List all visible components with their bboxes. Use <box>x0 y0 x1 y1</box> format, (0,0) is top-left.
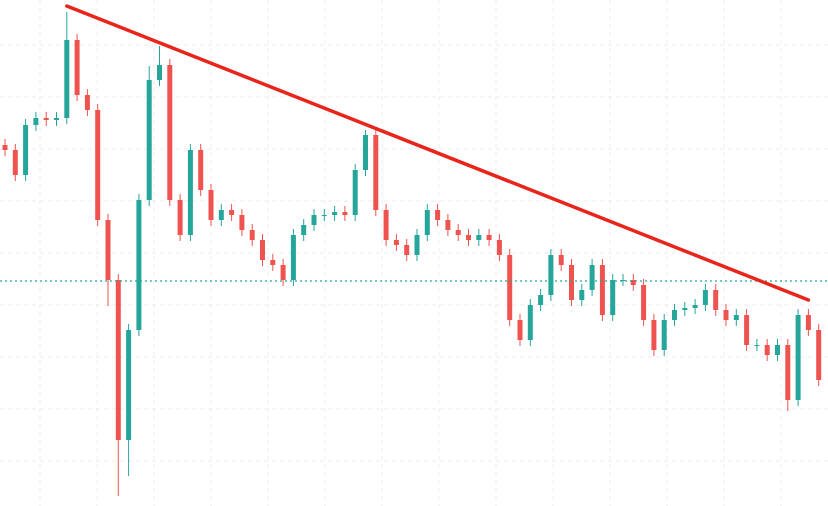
candle-body <box>342 212 348 215</box>
candle-body <box>775 345 780 355</box>
candle-body <box>321 215 327 216</box>
candle-body <box>64 40 70 118</box>
candle-body <box>54 118 59 120</box>
candle-body <box>682 308 688 310</box>
candle-body <box>692 305 698 308</box>
candle-body <box>620 280 626 281</box>
candle-body <box>332 212 338 215</box>
candle-body <box>290 235 296 280</box>
candle-body <box>455 230 461 235</box>
candle-body <box>672 310 677 320</box>
candle-body <box>630 280 636 285</box>
candle-body <box>445 220 451 230</box>
candle-body <box>74 40 80 95</box>
candle-body <box>239 215 245 230</box>
candle-body <box>393 240 399 245</box>
candle-body <box>424 210 430 235</box>
candle-body <box>754 345 760 346</box>
candle-body <box>589 265 595 290</box>
candle-body <box>435 210 441 220</box>
candle-body <box>12 150 18 175</box>
candle-body <box>785 345 791 400</box>
candle-body <box>363 135 368 170</box>
candle-body <box>43 118 49 120</box>
candle-body <box>136 200 142 330</box>
candle-body <box>167 65 173 200</box>
candle-body <box>486 235 492 240</box>
candle-body <box>311 215 317 225</box>
candle-body <box>373 135 379 210</box>
candle-body <box>496 240 502 255</box>
candle-body <box>805 315 811 330</box>
candle-body <box>548 255 554 295</box>
candle-body <box>23 125 29 175</box>
candle-body <box>95 110 101 220</box>
trendline <box>65 4 811 302</box>
candle-body <box>476 235 482 240</box>
candle-body <box>641 285 647 320</box>
candle-body <box>105 220 111 280</box>
candle-body <box>404 245 410 255</box>
candle-body <box>723 310 729 320</box>
candle-body <box>2 145 8 150</box>
candle-body <box>507 255 513 320</box>
candle-body <box>301 225 307 235</box>
candle-body <box>713 290 719 310</box>
candle-body <box>198 150 204 190</box>
candle-body <box>84 95 90 110</box>
candle-body <box>816 330 822 380</box>
candle-body <box>270 260 276 265</box>
candle-body <box>733 315 739 320</box>
candle-body <box>569 265 574 300</box>
candle-body <box>218 210 224 220</box>
candle-body <box>187 150 193 235</box>
candle-body <box>352 170 358 215</box>
candle-body <box>702 290 708 305</box>
candle-body <box>599 265 605 315</box>
candle-body <box>744 315 750 345</box>
candle-body <box>260 240 265 260</box>
candle-body <box>579 290 585 300</box>
candle-body <box>517 320 523 340</box>
candle-body <box>538 295 544 305</box>
candle-body <box>280 265 286 280</box>
candle-body <box>527 305 533 340</box>
candle-body <box>208 190 214 220</box>
candle-body <box>146 80 152 200</box>
candle-body <box>249 230 255 240</box>
candle-body <box>764 345 770 355</box>
candle-body <box>610 280 616 315</box>
candle-body <box>558 255 564 265</box>
candle-body <box>115 280 121 440</box>
candle-body <box>383 210 389 240</box>
candle-body <box>177 200 183 235</box>
candle-body <box>126 330 132 440</box>
candle-body <box>157 65 162 80</box>
candle-body <box>795 315 801 400</box>
candle-body <box>661 320 667 350</box>
candle-body <box>651 320 657 350</box>
candle-body <box>414 235 420 255</box>
candle-body <box>466 235 471 240</box>
candle-body <box>33 118 39 125</box>
candle-body <box>229 210 235 215</box>
